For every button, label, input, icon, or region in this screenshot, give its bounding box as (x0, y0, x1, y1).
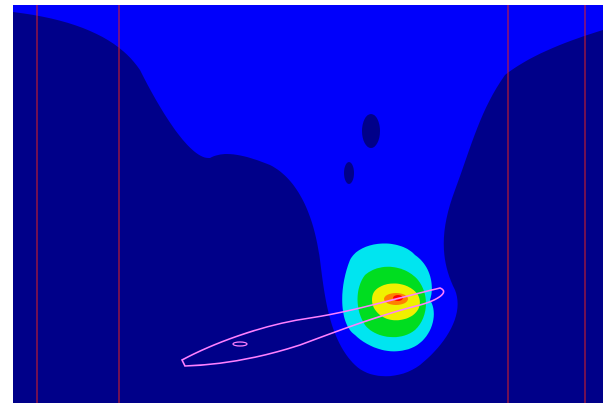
contour-line (180, 287, 445, 367)
blue-region (13, 5, 603, 377)
dark-spot (362, 114, 380, 148)
contour-line (232, 341, 248, 347)
dark-spot (344, 162, 354, 184)
